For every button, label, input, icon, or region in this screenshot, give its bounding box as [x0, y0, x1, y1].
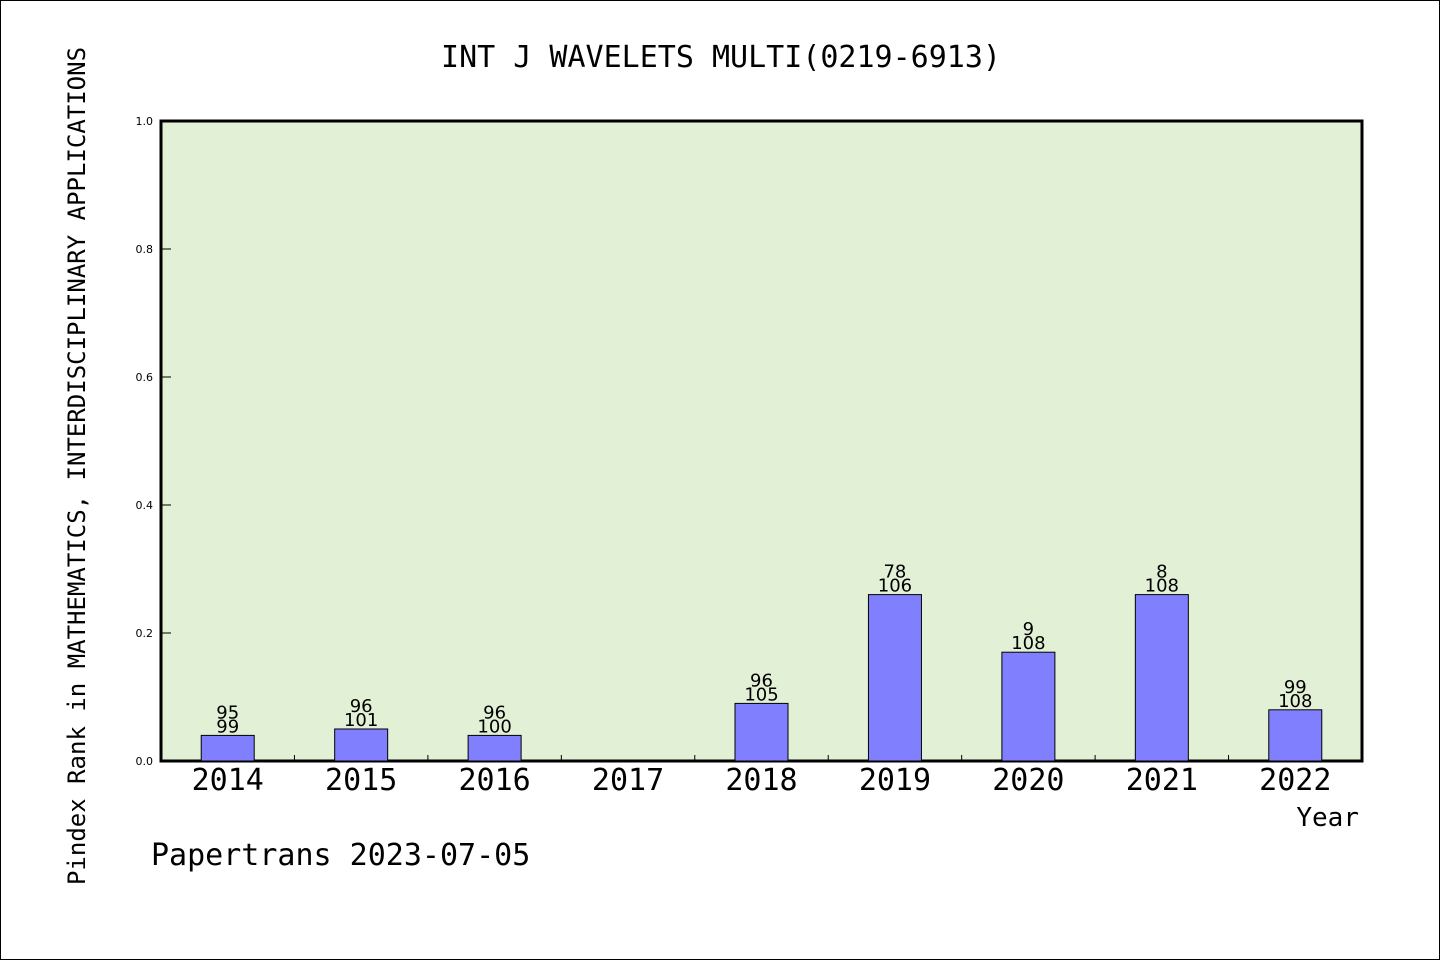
bar-rank-label: 99 [1284, 677, 1307, 698]
bar-rank-label: 8 [1156, 562, 1167, 583]
bar-total-label: 106 [878, 576, 912, 597]
x-tick-label: 2016 [458, 763, 530, 798]
bars-group [200, 594, 1323, 762]
y-axis-label: Pindex Rank in MATHEMATICS, INTERDISCIPL… [63, 47, 91, 885]
y-tick-label: 0.2 [136, 627, 154, 640]
bar-2014 [200, 734, 255, 762]
x-tick-label: 2015 [325, 763, 397, 798]
bar-2015 [334, 728, 389, 762]
bar-total-label: 108 [1011, 633, 1045, 654]
y-axis: 0.0 0.2 0.4 0.6 0.8 1.0 [136, 115, 171, 768]
x-axis: 2014 2015 2016 2017 2018 2019 2020 2021 2022 [192, 755, 1331, 798]
bar-rank-label: 78 [883, 562, 906, 583]
bar-total-label: 100 [477, 716, 511, 737]
bar-2022 [1268, 709, 1323, 762]
bar-total-label: 105 [744, 684, 778, 705]
bar-rank-label: 96 [350, 696, 373, 717]
x-tick-label: 2018 [725, 763, 797, 798]
x-tick-label: 2022 [1259, 763, 1331, 798]
y-tick-label: 0.4 [136, 499, 154, 512]
bar-2021 [1134, 594, 1189, 762]
x-tick-label: 2021 [1126, 763, 1198, 798]
bar-total-label: 99 [216, 716, 239, 737]
x-tick-label: 2020 [992, 763, 1064, 798]
bar-2019 [867, 594, 922, 762]
bar-total-label: 101 [344, 710, 378, 731]
bar-rank-label: 95 [216, 702, 239, 723]
x-tick-label: 2017 [592, 763, 664, 798]
x-tick-label: 2014 [192, 763, 264, 798]
bar-rank-label: 96 [750, 670, 773, 691]
footer-note: Papertrans 2023-07-05 [151, 838, 530, 873]
chart-title: INT J WAVELETS MULTI(0219-6913) [441, 40, 1001, 75]
y-tick-label: 1.0 [136, 115, 154, 128]
bar-2018 [734, 702, 789, 762]
x-axis-label: Year [1296, 803, 1359, 833]
y-tick-label: 0.6 [136, 371, 154, 384]
bar-rank-label: 96 [483, 702, 506, 723]
bar-total-label: 108 [1145, 576, 1179, 597]
bar-2016 [467, 734, 522, 762]
bar-total-label: 108 [1278, 691, 1312, 712]
x-tick-label: 2019 [859, 763, 931, 798]
bar-2020 [1001, 651, 1056, 762]
bar-rank-label: 9 [1023, 619, 1034, 640]
y-tick-label: 0.8 [136, 243, 154, 256]
y-tick-label: 0.0 [136, 755, 154, 768]
